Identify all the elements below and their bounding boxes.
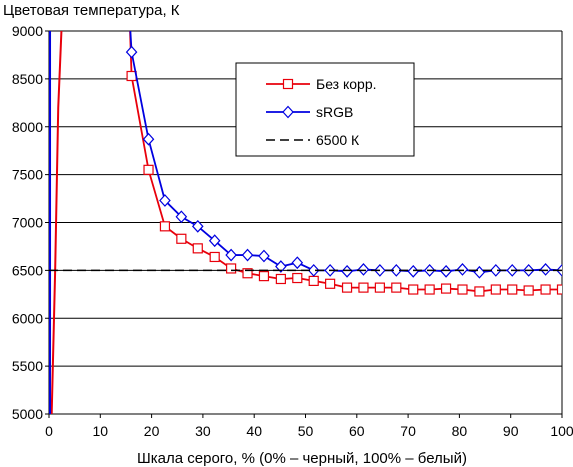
data-point [556,284,562,295]
data-point [275,260,287,273]
data-point [407,264,420,278]
y-tick-label: 5500 [12,358,43,374]
x-tick-label: 100 [550,423,573,439]
x-tick-label: 90 [503,423,519,439]
data-point [143,164,154,175]
data-point [209,251,220,263]
data-point [308,275,319,287]
legend: Без корр. sRGB 6500 К [235,62,415,157]
data-point [341,282,353,293]
legend-label: 6500 К [316,132,360,148]
data-point [125,45,138,59]
y-tick-label: 8000 [12,119,43,135]
y-axis: 5000 5500 6000 6500 7000 7500 8000 8500 9000 [12,23,49,422]
data-point [539,263,552,276]
data-point [307,263,320,277]
x-tick-label: 30 [195,423,211,439]
y-tick-label: 8500 [12,71,43,87]
x-axis: 0 10 20 30 40 50 60 70 80 90 100 [45,414,573,439]
data-point [374,282,385,293]
legend-label: Без корр. [316,76,377,92]
legend-marker [282,105,294,119]
data-point [540,284,551,295]
data-point [292,272,303,284]
data-point [408,284,419,295]
x-tick-label: 80 [452,423,468,439]
data-point [523,285,534,296]
data-point [208,234,221,248]
data-point [192,243,203,254]
series-1 [50,31,562,414]
data-point [456,263,469,276]
data-point [175,210,188,224]
x-tick-label: 50 [298,423,314,439]
y-tick-label: 9000 [12,23,43,39]
y-tick-label: 6000 [12,310,43,326]
data-point [341,264,353,278]
data-point [258,271,270,282]
x-tick-label: 40 [246,423,262,439]
x-axis-label: Шкала серого, % (0% – черный, 100% – бел… [137,450,467,467]
chart-title: Цветовая температура, К [3,2,180,19]
data-point [159,221,171,232]
data-point [275,273,286,285]
data-point [325,278,336,289]
series-group [49,31,562,414]
data-point [291,256,304,270]
x-tick-label: 70 [400,423,416,439]
legend-marker [282,78,294,90]
y-tick-label: 7000 [12,215,43,231]
data-point [473,265,486,279]
data-point [241,248,254,262]
data-point [490,263,502,277]
x-tick-label: 20 [144,423,160,439]
series-line [129,31,562,293]
x-tick-label: 10 [93,423,109,439]
plot-area [49,31,562,414]
series-line-initial [50,31,63,414]
y-tick-label: 6500 [12,262,43,278]
data-point [142,132,155,146]
data-point [507,284,518,295]
x-tick-label: 0 [45,423,53,439]
data-point [424,284,435,295]
data-point [225,248,237,262]
data-point [457,284,468,295]
data-point [474,286,485,297]
data-point [490,284,501,295]
data-point [390,263,403,277]
series-line [129,31,562,274]
data-point [242,268,253,279]
data-point [391,282,402,293]
legend-label: sRGB [316,104,353,120]
data-point [258,249,270,263]
x-tick-label: 60 [349,423,365,439]
legend-box [235,62,415,157]
data-point [226,263,237,274]
y-tick-label: 7500 [12,167,43,183]
y-tick-label: 5000 [12,406,43,422]
data-point [440,283,452,294]
data-point [176,233,187,244]
data-point [357,263,370,276]
data-point [440,264,452,278]
data-point [159,194,171,207]
data-point [191,219,204,233]
data-point [358,282,369,293]
